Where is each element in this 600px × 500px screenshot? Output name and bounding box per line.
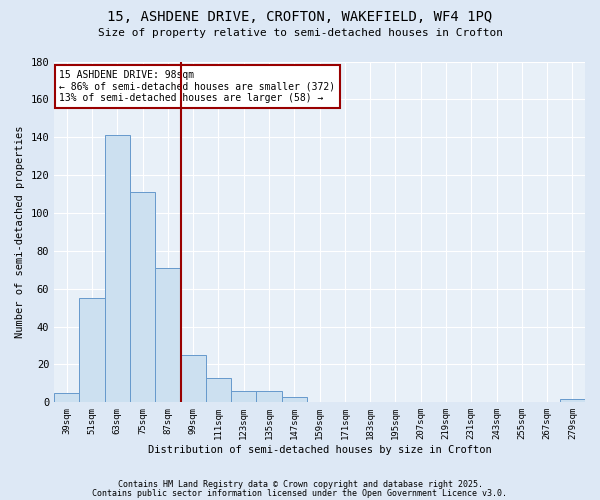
Text: Contains public sector information licensed under the Open Government Licence v3: Contains public sector information licen… xyxy=(92,490,508,498)
Text: 15 ASHDENE DRIVE: 98sqm
← 86% of semi-detached houses are smaller (372)
13% of s: 15 ASHDENE DRIVE: 98sqm ← 86% of semi-de… xyxy=(59,70,335,103)
Bar xyxy=(155,268,181,402)
Bar xyxy=(181,355,206,403)
Text: Size of property relative to semi-detached houses in Crofton: Size of property relative to semi-detach… xyxy=(97,28,503,38)
Bar xyxy=(231,391,256,402)
Bar xyxy=(105,136,130,402)
Text: Contains HM Land Registry data © Crown copyright and database right 2025.: Contains HM Land Registry data © Crown c… xyxy=(118,480,482,489)
X-axis label: Distribution of semi-detached houses by size in Crofton: Distribution of semi-detached houses by … xyxy=(148,445,491,455)
Bar xyxy=(206,378,231,402)
Y-axis label: Number of semi-detached properties: Number of semi-detached properties xyxy=(15,126,25,338)
Bar xyxy=(281,396,307,402)
Bar xyxy=(130,192,155,402)
Text: 15, ASHDENE DRIVE, CROFTON, WAKEFIELD, WF4 1PQ: 15, ASHDENE DRIVE, CROFTON, WAKEFIELD, W… xyxy=(107,10,493,24)
Bar xyxy=(256,391,281,402)
Bar xyxy=(79,298,105,403)
Bar xyxy=(560,398,585,402)
Bar xyxy=(54,393,79,402)
